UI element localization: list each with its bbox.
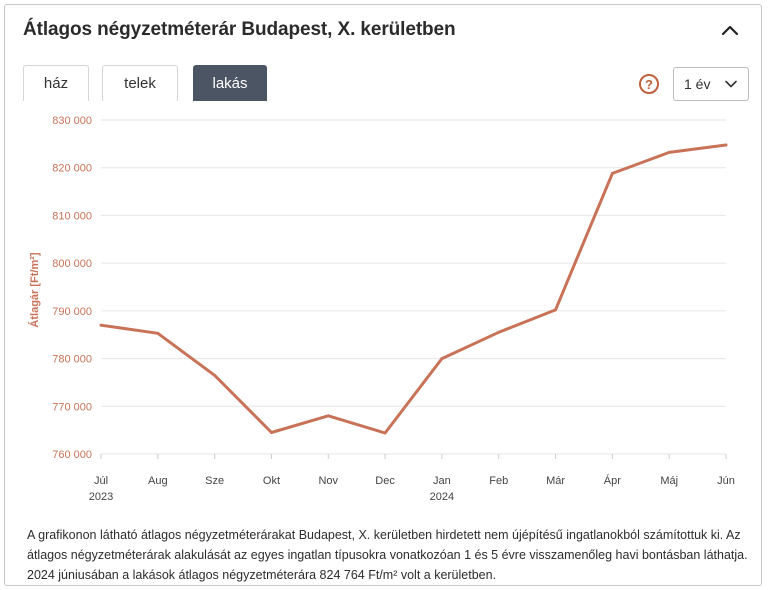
x-tick-label: Sze xyxy=(205,475,224,487)
line-chart: 760 000 770 000 780 000 790 000 800 000 810 0… xyxy=(28,115,735,503)
x-tick-label: Aug xyxy=(148,475,168,487)
y-tick-label: 810 000 xyxy=(52,210,92,222)
x-tick-label: Nov xyxy=(318,475,338,487)
y-tick-label: 790 000 xyxy=(52,306,92,318)
data-point xyxy=(724,143,728,147)
tab-telek[interactable]: telek xyxy=(102,65,178,101)
x-tick-label: Máj xyxy=(660,475,678,487)
panel-header: Átlagos négyzetméterár Budapest, X. kerü… xyxy=(23,17,747,47)
price-panel: Átlagos négyzetméterár Budapest, X. kerü… xyxy=(4,4,762,586)
x-tick-label: Ápr xyxy=(604,474,621,487)
chevron-up-icon[interactable] xyxy=(717,17,743,43)
x-tick-label: Jan xyxy=(433,475,451,487)
x-tick-label: Már xyxy=(546,475,565,487)
y-tick-label: 760 000 xyxy=(52,449,92,461)
y-tick-label: 770 000 xyxy=(52,401,92,413)
question-circle-icon[interactable]: ? xyxy=(639,74,659,94)
period-select-value: 1 év xyxy=(684,76,711,92)
x-tick-label: Feb xyxy=(489,475,508,487)
y-tick-label: 830 000 xyxy=(52,115,92,127)
x-tick-label: Jún xyxy=(717,475,735,487)
y-tick-label: 820 000 xyxy=(52,163,92,175)
data-point xyxy=(326,414,330,418)
x-year-label: 2024 xyxy=(430,491,454,503)
data-point xyxy=(383,431,387,435)
y-tick-label: 780 000 xyxy=(52,354,92,366)
data-point xyxy=(497,330,501,334)
data-point xyxy=(99,323,103,327)
data-point xyxy=(440,357,444,360)
data-point xyxy=(610,172,614,175)
x-tick-label: Okt xyxy=(263,475,280,487)
data-point xyxy=(213,373,217,377)
x-year-label: 2023 xyxy=(89,491,113,503)
y-axis-label: Átlagár [Ft/m²] xyxy=(28,252,41,328)
chevron-down-icon xyxy=(724,77,738,91)
data-point xyxy=(554,308,557,312)
tab-haz[interactable]: ház xyxy=(23,65,89,101)
panel-title: Átlagos négyzetméterár Budapest, X. kerü… xyxy=(23,19,456,40)
x-tick-label: Júl xyxy=(94,475,108,487)
series-line xyxy=(99,143,728,435)
data-point xyxy=(667,151,671,154)
chart-description: A grafikonon látható átlagos négyzetméte… xyxy=(27,528,748,582)
tab-lakas[interactable]: lakás xyxy=(193,65,267,101)
x-tick-label: Dec xyxy=(375,475,395,487)
y-tick-label: 800 000 xyxy=(52,258,92,270)
data-point xyxy=(156,331,160,335)
period-select[interactable]: 1 év xyxy=(673,67,749,101)
data-point xyxy=(270,431,273,434)
